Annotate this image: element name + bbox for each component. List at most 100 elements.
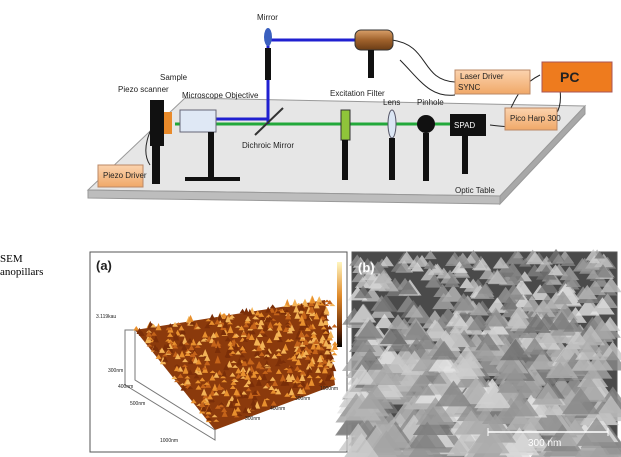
texture <box>211 383 218 391</box>
texture <box>204 401 211 406</box>
texture <box>586 269 600 279</box>
texture <box>487 270 508 285</box>
texture <box>299 317 306 326</box>
texture <box>240 368 247 377</box>
texture <box>276 356 283 364</box>
texture <box>235 406 242 412</box>
laser <box>354 29 394 51</box>
texture <box>256 343 263 352</box>
texture <box>187 385 194 390</box>
texture <box>530 299 556 317</box>
texture <box>165 349 172 354</box>
texture <box>324 299 331 303</box>
texture <box>525 251 545 265</box>
pc <box>541 61 613 93</box>
texture <box>284 324 291 328</box>
texture <box>254 310 261 316</box>
texture <box>182 358 189 363</box>
texture <box>204 323 211 329</box>
texture <box>235 325 242 328</box>
texture <box>209 313 216 320</box>
texture <box>209 374 216 381</box>
texture <box>160 356 167 365</box>
texture <box>172 344 179 349</box>
texture <box>262 370 269 374</box>
texture <box>329 359 336 362</box>
colorbar <box>337 262 342 347</box>
texture <box>145 330 152 337</box>
texture <box>254 339 261 346</box>
texture <box>331 342 338 350</box>
texture <box>185 350 192 353</box>
texture <box>250 398 257 406</box>
texture <box>211 414 218 418</box>
texture <box>317 355 324 363</box>
texture <box>256 375 263 381</box>
texture <box>354 348 386 370</box>
texture <box>594 250 606 259</box>
axis-label: 1000nm <box>160 438 178 444</box>
texture <box>254 348 261 356</box>
texture <box>451 261 468 273</box>
texture <box>408 421 447 449</box>
texture <box>497 367 533 393</box>
texture <box>321 359 328 364</box>
texture <box>201 388 208 396</box>
texture <box>484 309 509 327</box>
texture <box>235 350 242 355</box>
texture <box>167 323 174 328</box>
texture <box>326 325 333 330</box>
texture <box>179 350 186 358</box>
texture <box>528 350 556 370</box>
texture <box>220 375 227 379</box>
texture <box>190 398 197 404</box>
texture <box>423 250 437 260</box>
texture <box>218 403 225 408</box>
texture <box>505 403 545 430</box>
texture <box>531 325 557 343</box>
label: PC <box>560 69 579 85</box>
texture <box>315 366 322 373</box>
texture <box>202 392 209 399</box>
texture <box>243 307 250 315</box>
texture <box>535 258 555 272</box>
texture <box>297 369 304 373</box>
label: Mirror <box>257 13 278 22</box>
texture <box>557 340 585 360</box>
setup-diagram: Optic Table Mirror Dichroic Mirror Piezo… <box>86 13 613 206</box>
afm-panel: (a) 3.119kau 300nm 400nm 500nm 1000nm 30… <box>89 251 348 453</box>
texture <box>207 393 214 400</box>
texture <box>229 385 236 390</box>
texture <box>565 276 582 288</box>
texture <box>358 257 377 271</box>
texture <box>315 342 322 350</box>
texture <box>214 355 221 364</box>
texture <box>236 357 243 366</box>
texture <box>204 354 211 361</box>
texture <box>239 308 246 314</box>
texture <box>155 323 162 331</box>
texture <box>508 269 525 281</box>
texture <box>323 339 330 347</box>
texture <box>181 364 188 367</box>
texture <box>262 385 269 389</box>
texture <box>445 311 468 327</box>
texture <box>261 373 268 381</box>
texture <box>192 372 199 375</box>
texture <box>519 258 532 267</box>
texture <box>261 398 268 407</box>
texture <box>306 374 313 379</box>
texture <box>235 373 242 379</box>
texture <box>164 343 171 349</box>
texture <box>222 320 229 328</box>
table-side <box>499 104 586 206</box>
texture <box>221 410 228 417</box>
texture <box>279 374 286 382</box>
texture <box>309 295 316 304</box>
texture <box>218 401 225 405</box>
texture <box>378 277 399 292</box>
texture <box>327 330 334 338</box>
texture <box>548 264 564 276</box>
texture <box>239 345 246 351</box>
texture <box>270 400 277 406</box>
